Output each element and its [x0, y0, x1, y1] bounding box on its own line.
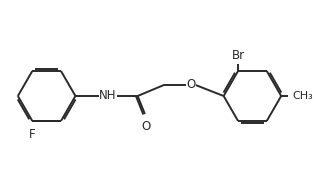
- Text: F: F: [28, 128, 35, 141]
- Text: O: O: [186, 78, 196, 91]
- Text: CH₃: CH₃: [292, 91, 313, 101]
- Text: O: O: [141, 120, 150, 133]
- Text: NH: NH: [99, 89, 117, 102]
- Text: Br: Br: [232, 49, 245, 62]
- Text: F: F: [29, 128, 36, 141]
